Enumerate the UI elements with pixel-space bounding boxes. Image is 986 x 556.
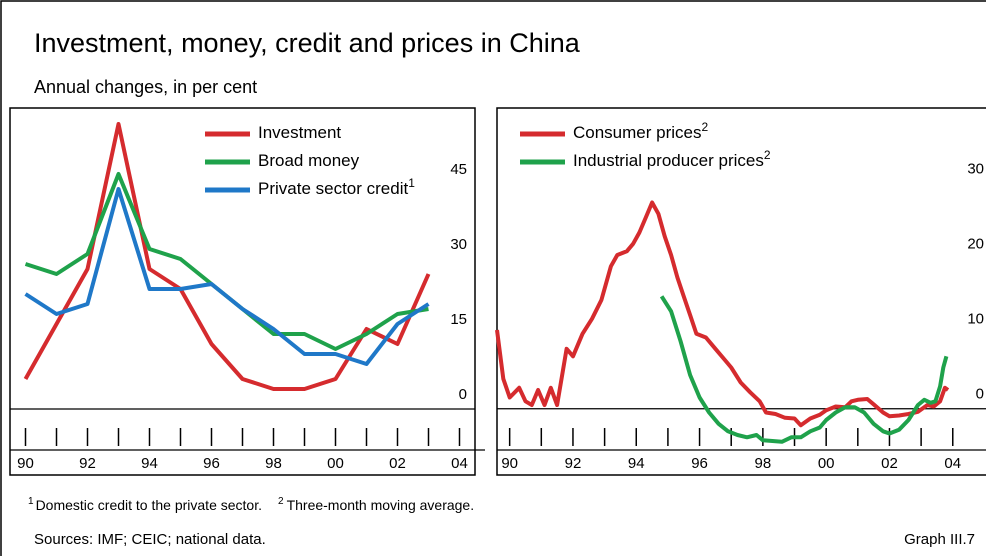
legend-name: Investment bbox=[258, 123, 341, 142]
x-tick-label: 02 bbox=[389, 455, 406, 472]
x-tick-label: 98 bbox=[265, 455, 282, 472]
y-tick-label: 20 bbox=[967, 236, 984, 253]
panel-frame bbox=[496, 107, 986, 476]
footnote-text: Domestic credit to the private sector. bbox=[36, 497, 262, 513]
footnotes: 1 Domestic credit to the private sector. 2… bbox=[28, 496, 474, 513]
x-tick-label: 90 bbox=[17, 455, 34, 472]
panel-frame bbox=[9, 107, 476, 476]
x-tick-label: 94 bbox=[628, 455, 645, 472]
legend-note: 2 bbox=[702, 120, 709, 134]
legend-note: 1 bbox=[408, 176, 415, 190]
y-tick-label: 45 bbox=[450, 161, 467, 178]
legend-label: Investment bbox=[258, 123, 341, 142]
legend-name: Broad money bbox=[258, 151, 360, 170]
subtitle: Annual changes, in per cent bbox=[34, 77, 257, 97]
series-line bbox=[24, 172, 429, 351]
y-tick-label: 0 bbox=[976, 386, 984, 403]
x-tick-label: 90 bbox=[501, 455, 518, 472]
footnote-mark: 1 bbox=[28, 496, 34, 507]
graph-label: Graph III.7 bbox=[904, 531, 975, 548]
x-tick-label: 04 bbox=[451, 455, 468, 472]
x-tick-label: 92 bbox=[79, 455, 96, 472]
footnote-mark: 2 bbox=[278, 496, 284, 507]
title: Investment, money, credit and prices in … bbox=[34, 28, 581, 58]
x-tick-label: 02 bbox=[881, 455, 898, 472]
legend-name: Consumer prices bbox=[573, 123, 702, 142]
y-tick-label: 0 bbox=[459, 386, 467, 403]
y-tick-label: 15 bbox=[450, 311, 467, 328]
x-tick-label: 96 bbox=[691, 455, 708, 472]
series-line bbox=[659, 295, 949, 444]
x-tick-label: 04 bbox=[944, 455, 961, 472]
legend-label: Broad money bbox=[258, 151, 360, 170]
x-tick-label: 94 bbox=[141, 455, 158, 472]
series-line bbox=[495, 200, 950, 428]
footnote-text: Three-month moving average. bbox=[287, 497, 475, 513]
legend-label: Consumer prices2 bbox=[573, 120, 709, 142]
x-tick-label: 00 bbox=[818, 455, 835, 472]
legend-label: Private sector credit1 bbox=[258, 176, 415, 198]
y-tick-label: 10 bbox=[967, 311, 984, 328]
legend-name: Industrial producer prices bbox=[573, 151, 764, 170]
series-line bbox=[24, 187, 430, 366]
sources: Sources: IMF; CEIC; national data. bbox=[34, 531, 266, 548]
legend-name: Private sector credit bbox=[258, 179, 408, 198]
y-tick-label: 30 bbox=[450, 236, 467, 253]
legend-note: 2 bbox=[764, 148, 771, 162]
x-tick-label: 00 bbox=[327, 455, 344, 472]
x-tick-label: 96 bbox=[203, 455, 220, 472]
legend-label: Industrial producer prices2 bbox=[573, 148, 771, 170]
x-tick-label: 98 bbox=[755, 455, 772, 472]
x-tick-label: 92 bbox=[565, 455, 582, 472]
y-tick-label: 30 bbox=[967, 161, 984, 178]
